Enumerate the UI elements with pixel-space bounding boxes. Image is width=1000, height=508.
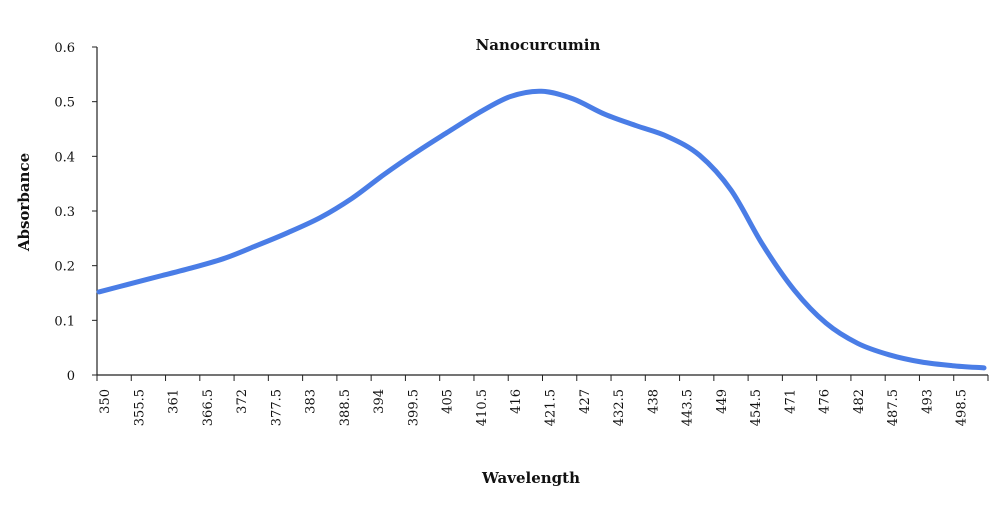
x-tick-label: 350	[98, 389, 113, 414]
x-tick-label: 432.5	[612, 389, 627, 426]
x-tick-label: 443.5	[681, 389, 696, 426]
x-tick-label: 377.5	[269, 389, 284, 426]
x-axis-ticks: 350 355.5 361 366.5 372 377.5 383 388.5 394 399.5…	[96, 375, 989, 426]
x-tick-label: 355.5	[132, 389, 147, 426]
x-tick-label: 388.5	[338, 389, 353, 426]
y-tick-label: 0.6	[54, 41, 75, 56]
x-tick-label: 476	[818, 389, 833, 414]
x-tick-label: 438	[646, 389, 661, 414]
x-tick-label: 487.5	[886, 389, 901, 426]
x-tick-label: 498.5	[955, 389, 970, 426]
y-tick-label: 0.1	[54, 314, 75, 329]
x-tick-label: 372	[235, 389, 250, 414]
x-tick-label: 366.5	[201, 389, 216, 426]
x-tick-label: 383	[304, 389, 319, 414]
x-tick-label: 394	[372, 389, 387, 414]
y-tick-label: 0.4	[54, 150, 75, 165]
y-tick-label: 0	[67, 369, 75, 384]
x-tick-label: 449	[715, 389, 730, 414]
x-tick-label: 421.5	[544, 389, 559, 426]
x-tick-label: 454.5	[749, 389, 764, 426]
x-tick-label: 410.5	[475, 389, 490, 426]
x-tick-label: 361	[167, 389, 182, 414]
y-axis-label: Absorbance	[15, 153, 33, 252]
x-tick-label: 471	[783, 389, 798, 414]
y-tick-label: 0.3	[54, 205, 75, 220]
x-tick-label: 399.5	[406, 389, 421, 426]
x-tick-label: 493	[920, 389, 935, 414]
x-tick-label: 405	[441, 389, 456, 414]
y-axis-ticks: 0 0.1 0.2 0.3 0.4 0.5 0.6	[54, 41, 97, 384]
x-axis-label: Wavelength	[481, 469, 580, 487]
x-tick-label: 416	[509, 389, 524, 414]
x-tick-label: 482	[852, 389, 867, 414]
y-tick-label: 0.2	[54, 260, 75, 275]
x-tick-label: 427	[578, 389, 593, 414]
chart-title: Nanocurcumin	[476, 36, 601, 54]
series-line	[96, 88, 987, 371]
y-tick-label: 0.5	[54, 96, 75, 111]
